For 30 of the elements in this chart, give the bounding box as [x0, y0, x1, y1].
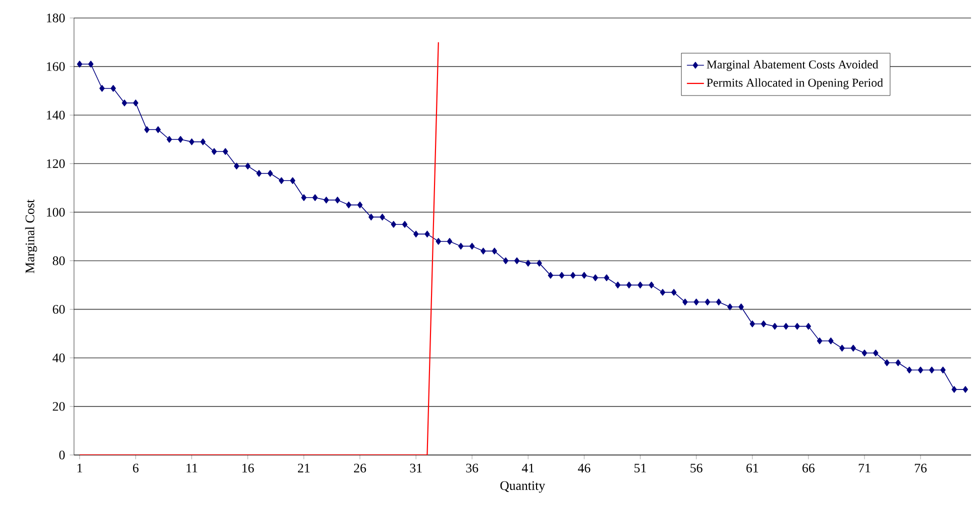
y-axis-title: Marginal Cost	[25, 199, 37, 274]
y-tick-label: 180	[46, 14, 65, 22]
x-tick-label: 16	[242, 464, 254, 472]
x-tick-label: 11	[186, 464, 198, 472]
x-tick-label: 66	[802, 464, 815, 472]
legend-label: Permits Allocated in Opening Period	[706, 78, 883, 90]
legend-label: Marginal Abatement Costs Avoided	[706, 60, 878, 71]
x-tick-label: 21	[298, 464, 310, 472]
y-tick-label: 40	[52, 354, 65, 362]
y-tick-label: 0	[59, 450, 65, 460]
x-tick-label: 51	[634, 464, 646, 472]
x-tick-label: 6	[133, 464, 139, 472]
y-tick-label: 100	[46, 208, 65, 217]
x-axis-title: Quantity	[500, 481, 546, 493]
y-tick-label: 120	[46, 159, 65, 168]
y-tick-label: 160	[46, 62, 65, 71]
x-tick-label: 31	[410, 464, 422, 472]
y-tick-label: 60	[52, 304, 65, 314]
y-tick-label: 20	[52, 402, 65, 411]
x-tick-label: 41	[522, 464, 534, 472]
y-tick-label: 80	[52, 256, 65, 266]
x-tick-label: 76	[914, 464, 927, 472]
x-tick-label: 26	[354, 464, 366, 472]
x-tick-label: 71	[858, 464, 870, 472]
x-tick-label: 61	[746, 464, 758, 472]
y-tick-label: 140	[46, 110, 65, 120]
x-tick-label: 56	[690, 464, 702, 472]
x-tick-label: 1	[78, 464, 82, 472]
x-tick-label: 36	[466, 464, 478, 472]
x-tick-label: 46	[578, 464, 590, 472]
